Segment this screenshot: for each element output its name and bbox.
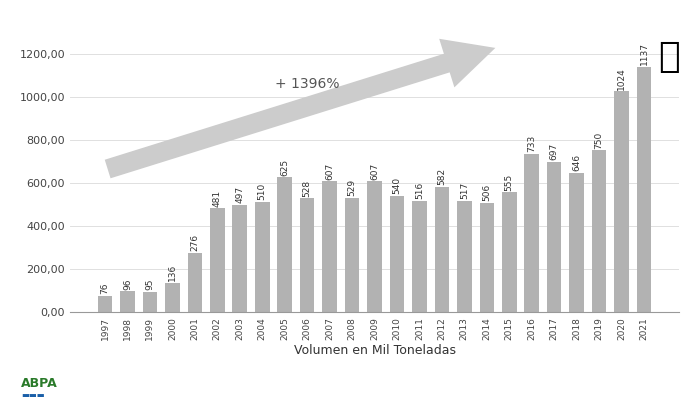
Bar xyxy=(322,181,337,312)
Bar xyxy=(547,162,561,312)
Bar xyxy=(120,291,134,312)
Bar xyxy=(232,205,247,312)
Text: 697: 697 xyxy=(550,143,559,160)
Text: 🐷: 🐷 xyxy=(658,40,679,74)
Bar xyxy=(210,208,225,312)
Bar xyxy=(524,154,539,312)
Bar xyxy=(435,187,449,312)
Bar xyxy=(592,150,606,312)
Text: 607: 607 xyxy=(325,162,334,180)
Bar xyxy=(98,296,112,312)
Bar xyxy=(368,181,382,312)
Bar xyxy=(569,173,584,312)
Bar xyxy=(480,203,494,312)
Bar xyxy=(502,192,517,312)
Text: 276: 276 xyxy=(190,234,199,251)
X-axis label: Volumen en Mil Toneladas: Volumen en Mil Toneladas xyxy=(293,344,456,357)
Text: 646: 646 xyxy=(572,154,581,171)
Text: 733: 733 xyxy=(527,135,536,152)
Text: 76: 76 xyxy=(101,282,109,294)
Bar xyxy=(277,177,292,312)
Text: 497: 497 xyxy=(235,186,244,203)
Text: 555: 555 xyxy=(505,174,514,191)
Bar xyxy=(255,202,270,312)
Bar xyxy=(165,283,180,312)
Text: 582: 582 xyxy=(438,168,447,185)
Bar xyxy=(637,67,651,312)
Text: 517: 517 xyxy=(460,182,469,199)
Text: ▬▬▬: ▬▬▬ xyxy=(21,391,45,400)
Text: 481: 481 xyxy=(213,190,222,207)
Bar xyxy=(390,196,405,312)
Text: 136: 136 xyxy=(168,264,177,281)
Text: 1024: 1024 xyxy=(617,67,626,90)
Bar xyxy=(344,198,359,312)
Text: 528: 528 xyxy=(302,180,312,196)
Bar xyxy=(457,201,472,312)
Text: ABPA: ABPA xyxy=(21,378,58,390)
Text: 95: 95 xyxy=(146,278,155,290)
Text: 96: 96 xyxy=(123,278,132,290)
Text: 510: 510 xyxy=(258,183,267,200)
Text: 750: 750 xyxy=(594,132,603,149)
Text: 607: 607 xyxy=(370,162,379,180)
Text: 529: 529 xyxy=(347,179,356,196)
Text: 506: 506 xyxy=(482,184,491,201)
Text: + 1396%: + 1396% xyxy=(275,77,340,91)
Bar xyxy=(412,201,427,312)
Text: 516: 516 xyxy=(415,182,424,199)
Bar xyxy=(615,92,629,312)
Bar xyxy=(300,198,314,312)
Bar xyxy=(143,292,158,312)
Text: 625: 625 xyxy=(280,158,289,176)
Text: 540: 540 xyxy=(393,177,402,194)
Text: 1137: 1137 xyxy=(640,42,648,65)
Bar xyxy=(188,252,202,312)
